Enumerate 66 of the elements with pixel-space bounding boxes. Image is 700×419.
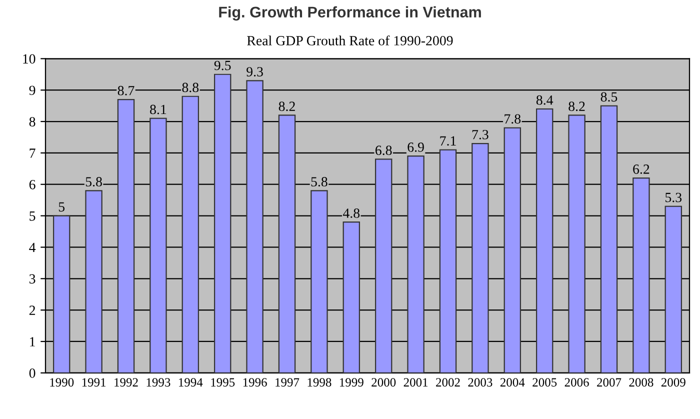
x-tick-label: 2006 <box>564 378 589 387</box>
x-tick-label: 2001 <box>404 378 428 387</box>
x-tick-label: 2004 <box>500 378 525 387</box>
y-tick-label: 2 <box>29 306 36 315</box>
x-tick-label: 2009 <box>661 378 686 387</box>
bar <box>342 222 360 373</box>
y-tick-label: 8 <box>29 117 36 126</box>
data-label: 7.8 <box>504 114 521 124</box>
x-tick-label: 2000 <box>372 378 396 387</box>
bar <box>407 156 424 373</box>
data-label: 8.2 <box>568 102 585 112</box>
data-label: 9.3 <box>246 67 263 77</box>
data-label: 5 <box>58 202 65 212</box>
bar <box>85 190 102 373</box>
bar <box>439 149 457 373</box>
bar <box>117 98 135 373</box>
x-tick-label: 1994 <box>179 378 203 387</box>
data-label: 5.8 <box>311 177 328 186</box>
y-tick-label: 10 <box>23 54 36 64</box>
x-tick-label: 2003 <box>468 378 492 387</box>
x-tick-label: 1990 <box>50 378 74 387</box>
data-label: 4.8 <box>342 208 360 218</box>
y-tick-label: 4 <box>29 242 36 252</box>
bar <box>600 105 618 373</box>
bar <box>150 118 167 373</box>
x-tick-label: 1997 <box>276 378 300 387</box>
x-tick-label: 1993 <box>146 378 170 387</box>
bar <box>214 74 232 373</box>
data-label: 8.2 <box>278 102 295 112</box>
chart-subtitle: Real GDP Grouth Rate of 1990-2009 <box>247 35 453 46</box>
y-tick-label: 5 <box>30 212 36 221</box>
x-tick-label: 1991 <box>82 378 106 387</box>
x-tick-label: 1996 <box>243 378 267 387</box>
bar <box>664 206 682 373</box>
y-tick-label: 6 <box>29 180 36 190</box>
data-label: 7.1 <box>440 136 456 146</box>
x-tick-label: 2002 <box>436 378 460 387</box>
data-label: 6.2 <box>633 164 650 174</box>
data-label: 8.5 <box>600 92 618 102</box>
x-tick-label: 2007 <box>597 378 622 387</box>
data-label: 9.5 <box>214 60 231 70</box>
data-label: 5.3 <box>666 192 682 202</box>
x-tick-label: 1998 <box>308 378 332 387</box>
x-tick-label: 1999 <box>340 378 364 387</box>
y-tick-label: 0 <box>29 368 36 378</box>
data-label: 6.9 <box>408 142 424 152</box>
chart-title: Fig. Growth Performance in Vietnam <box>219 6 481 21</box>
y-tick-label: 3 <box>29 274 36 284</box>
bar <box>52 215 70 373</box>
data-label: 6.8 <box>376 146 392 156</box>
data-label: 8.8 <box>182 82 199 92</box>
x-tick-label: 2008 <box>629 378 654 387</box>
y-tick-label: 9 <box>29 86 36 96</box>
bar <box>310 190 328 373</box>
x-tick-label: 2005 <box>532 378 557 387</box>
x-tick-label: 1992 <box>114 378 138 387</box>
bar <box>374 158 392 373</box>
data-label: 8.4 <box>536 95 554 105</box>
x-tick-label: 1995 <box>211 378 235 387</box>
data-label: 7.3 <box>472 130 488 140</box>
y-tick-label: 1 <box>30 337 35 346</box>
y-tick-label: 7 <box>30 148 36 158</box>
data-label: 5.8 <box>86 177 102 186</box>
data-label: 8.7 <box>118 86 134 96</box>
data-label: 8.1 <box>150 104 166 114</box>
bar <box>536 108 554 373</box>
